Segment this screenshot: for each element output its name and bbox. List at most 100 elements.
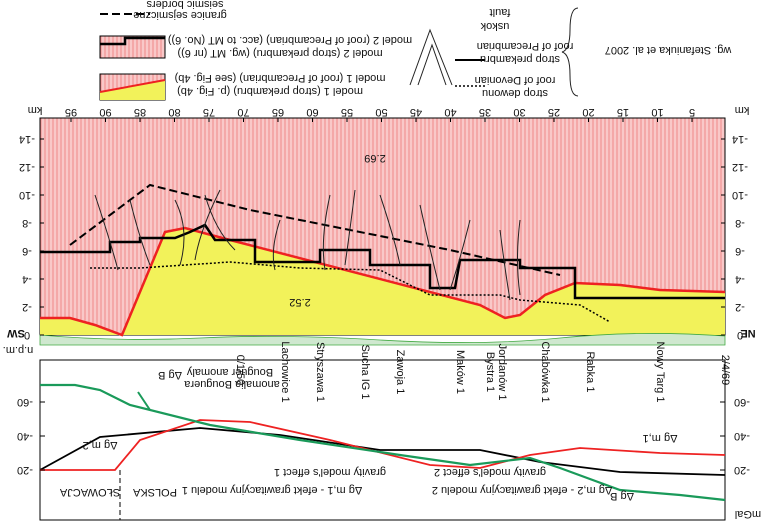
depth-tick-label: -8 <box>735 217 745 229</box>
density-label: 2.69 <box>364 152 385 164</box>
axis-unit: km <box>28 104 43 116</box>
curve-label: Δg B <box>610 490 634 502</box>
distance-tick-label: 75 <box>203 106 215 118</box>
well-label: Stryszawa 1 <box>314 342 326 402</box>
depth-tick-label: -14 <box>732 133 748 145</box>
distance-tick-label: 5 <box>689 106 695 118</box>
curve-bouguer-piece <box>137 391 151 411</box>
legend-text: roof of Precambrian <box>477 40 574 52</box>
depth-tick-label: -4 <box>735 273 745 285</box>
curve-model1 <box>40 419 726 471</box>
distance-tick-label: 85 <box>134 106 146 118</box>
legend-text: fault <box>490 6 511 18</box>
legend-model1-line <box>99 79 166 93</box>
gravity-tick-label: -20 <box>734 464 750 476</box>
depth-tick-label: -10 <box>732 189 748 201</box>
legend-text: wg. Stefaniuka et al. 2007 <box>605 44 733 56</box>
legend-text: roof of Devonian <box>475 74 556 86</box>
curve-label: Bouguer anomaly <box>186 366 273 378</box>
density-label: 2.52 <box>289 296 310 308</box>
legend-text: model 2 (strop prekambru) (wg. MT (nr 6)… <box>177 47 382 59</box>
well-label: Bystra 1 <box>484 352 496 392</box>
legend-text: strop dewonu <box>482 87 548 99</box>
distance-tick-label: 45 <box>410 106 422 118</box>
depth-tick-label: -14 <box>19 133 35 145</box>
well-label: Sucha IG 1 <box>359 344 371 399</box>
legend-model2-box <box>99 35 166 59</box>
ground-surface <box>39 333 726 346</box>
distance-tick-label: 90 <box>99 106 111 118</box>
well-label: Nowy Targ 1 <box>654 342 666 403</box>
axis-unit: km <box>735 104 750 116</box>
effect-label: Δg m,1 - efekt grawitacyjny modelu 1 <box>182 484 362 496</box>
depth-tick-label: -6 <box>735 245 745 257</box>
model1-roof <box>40 226 726 337</box>
well-label: Jordanów 1 <box>496 344 508 401</box>
legend-text: uskok <box>480 20 509 32</box>
legend-text: granice sejsmiczne <box>133 9 227 21</box>
distance-tick-label: 25 <box>548 106 560 118</box>
effect-label: Δg m,2 - efekt grawitacyjny modelu 2 <box>432 484 612 496</box>
datum-label: n.p.m. <box>3 344 34 356</box>
side-label: SW <box>7 327 25 339</box>
effect-label: gravity model's effect 1 <box>274 466 386 478</box>
model2-roof <box>40 223 725 300</box>
well-label-red: 0/1/50 <box>234 355 246 386</box>
legend-text: model 1 (roof of Precambrian) (see Fig. … <box>175 72 386 84</box>
legend-brace <box>561 7 579 97</box>
depth-tick-label: -4 <box>22 273 32 285</box>
depth-tick-label: -12 <box>19 161 35 173</box>
well-label: Chabówka 1 <box>539 341 551 402</box>
gravity-tick-label: -60 <box>17 396 33 408</box>
distance-tick-label: 70 <box>237 106 249 118</box>
well-label: Rabka 1 <box>584 352 596 393</box>
distance-tick-label: 80 <box>168 106 180 118</box>
depth-tick-label: -12 <box>732 161 748 173</box>
seismic-border <box>69 183 561 276</box>
country-label: SŁOWACJA <box>59 486 120 498</box>
distance-tick-label: 60 <box>306 106 318 118</box>
curve-label: Δg m,2 <box>83 439 118 451</box>
country-label: POLSKA <box>132 486 177 498</box>
depth-tick-label: 0 <box>737 329 743 341</box>
axis-unit: mGal <box>735 508 761 520</box>
depth-tick-label: 0 <box>24 329 30 341</box>
well-label: Lachowice 1 <box>279 341 291 402</box>
legend-fault-icon <box>409 28 453 86</box>
distance-tick-label: 50 <box>375 106 387 118</box>
curve-label: anomalia Bouguera <box>183 378 279 390</box>
effect-label: gravity model's effect 2 <box>434 466 546 478</box>
distance-tick-label: 10 <box>651 106 663 118</box>
well-label-red: 2/4/69 <box>719 355 731 386</box>
curve-bouguer <box>40 383 726 502</box>
gravity-tick-label: -20 <box>17 464 33 476</box>
gravity-tick-label: -40 <box>734 430 750 442</box>
gravity-tick-label: -40 <box>17 430 33 442</box>
depth-tick-label: -2 <box>22 301 32 313</box>
legend-text: strop prekambru <box>480 53 560 65</box>
legend-model2-line <box>100 36 165 46</box>
distance-tick-label: 30 <box>513 106 525 118</box>
depth-tick-label: -2 <box>735 301 745 313</box>
legend-text: model 2 (roof of Precambrian) (acc. to M… <box>168 34 412 46</box>
model1-body <box>40 228 725 335</box>
faults <box>94 189 521 301</box>
legend-text: model 1 (strop prekambru) (p. Fig. 4b) <box>177 85 363 97</box>
distance-tick-label: 20 <box>582 106 594 118</box>
depth-tick-label: -8 <box>22 217 32 229</box>
distance-tick-label: 95 <box>65 106 77 118</box>
curve-label: Δg m,1 <box>643 432 678 444</box>
distance-tick-label: 55 <box>341 106 353 118</box>
legend-text: seismic borders <box>146 0 224 10</box>
distance-tick-label: 65 <box>272 106 284 118</box>
curve-model2 <box>39 427 726 476</box>
distance-tick-label: 40 <box>444 106 456 118</box>
depth-tick-label: -10 <box>19 189 35 201</box>
gravity-tick-label: -60 <box>734 396 750 408</box>
gravity-frame <box>39 359 726 521</box>
legend-model1-fill <box>100 80 165 100</box>
depth-tick-label: -6 <box>22 245 32 257</box>
curve-label: Δg B <box>158 369 182 381</box>
distance-tick-label: 15 <box>617 106 629 118</box>
